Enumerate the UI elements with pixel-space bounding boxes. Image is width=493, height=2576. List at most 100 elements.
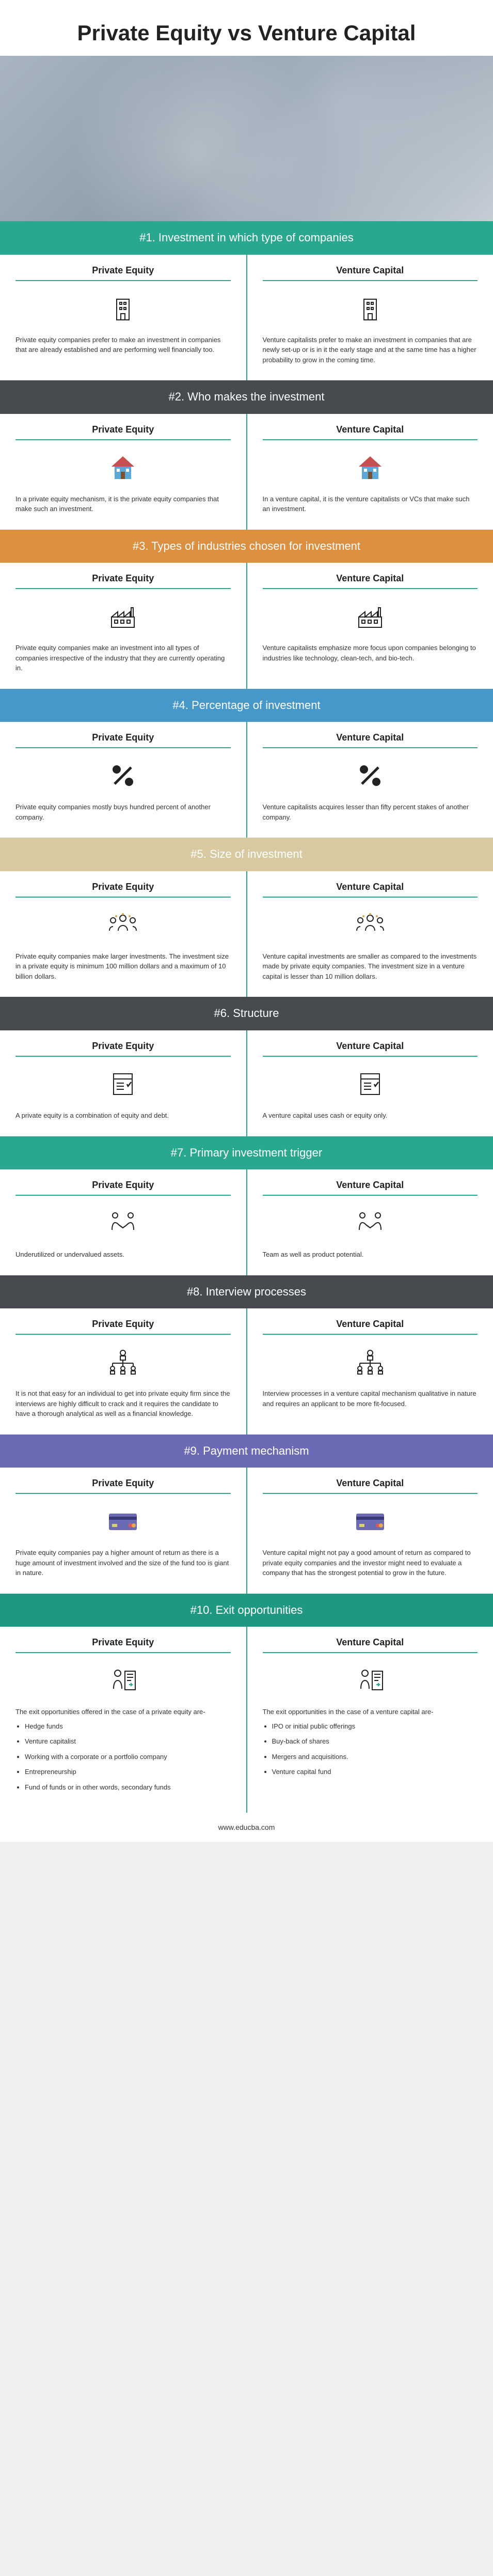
col-left-header: Private Equity — [15, 1637, 231, 1653]
list-item: Hedge funds — [25, 1721, 231, 1732]
col-right-header: Venture Capital — [263, 1041, 478, 1057]
col-right: Venture Capital The exit opportunities i… — [247, 1627, 493, 1813]
col-left: Private Equity Private equity companies … — [0, 1468, 247, 1594]
footer-url: www.educba.com — [0, 1813, 493, 1842]
hierarchy-icon — [15, 1344, 231, 1380]
col-right-text: Venture capital might not pay a good amo… — [263, 1548, 478, 1578]
exit-icon — [15, 1662, 231, 1699]
col-right: Venture Capital In a venture capital, it… — [247, 414, 493, 530]
document-icon — [15, 1066, 231, 1102]
comparison-row-9: Private Equity Private equity companies … — [0, 1468, 493, 1594]
col-left-header: Private Equity — [15, 1180, 231, 1196]
col-right-text: A venture capital uses cash or equity on… — [263, 1110, 478, 1121]
col-right-text: Venture capital investments are smaller … — [263, 951, 478, 982]
section-header-4: #4. Percentage of investment — [0, 689, 493, 722]
col-right-text: The exit opportunities in the case of a … — [263, 1707, 478, 1777]
section-header-2: #2. Who makes the investment — [0, 380, 493, 414]
col-right-text: Interview processes in a venture capital… — [263, 1389, 478, 1409]
infographic-container: Private Equity vs Venture Capital #1. In… — [0, 0, 493, 1842]
col-left-header: Private Equity — [15, 882, 231, 898]
col-right: Venture Capital Venture capital investme… — [247, 871, 493, 997]
col-left-text: In a private equity mechanism, it is the… — [15, 494, 231, 514]
factory-icon — [15, 598, 231, 635]
col-left-text: Private equity companies make an investm… — [15, 643, 231, 673]
col-left: Private Equity Private equity companies … — [0, 871, 247, 997]
list-item: Entrepreneurship — [25, 1767, 231, 1777]
section-header-8: #8. Interview processes — [0, 1275, 493, 1309]
col-right: Venture Capital Venture capitalists emph… — [247, 563, 493, 689]
building-icon — [263, 290, 478, 327]
col-left: Private Equity Private equity companies … — [0, 563, 247, 689]
col-left-text: A private equity is a combination of equ… — [15, 1110, 231, 1121]
col-left-text: It is not that easy for an individual to… — [15, 1389, 231, 1419]
comparison-row-1: Private Equity Private equity companies … — [0, 255, 493, 381]
col-left-header: Private Equity — [15, 732, 231, 748]
card-icon — [263, 1503, 478, 1539]
col-right-text: Team as well as product potential. — [263, 1250, 478, 1260]
col-right: Venture Capital Venture capitalists acqu… — [247, 722, 493, 838]
percent-icon — [15, 758, 231, 794]
col-right-header: Venture Capital — [263, 1637, 478, 1653]
col-left-text: The exit opportunities offered in the ca… — [15, 1707, 231, 1792]
section-header-5: #5. Size of investment — [0, 838, 493, 871]
handshake-icon — [263, 1205, 478, 1241]
col-right-header: Venture Capital — [263, 882, 478, 898]
house-icon — [15, 450, 231, 486]
col-right-text: In a venture capital, it is the venture … — [263, 494, 478, 514]
col-right: Venture Capital Interview processes in a… — [247, 1308, 493, 1434]
exit-icon — [263, 1662, 478, 1699]
comparison-row-8: Private Equity It is not that easy for a… — [0, 1308, 493, 1434]
col-right: Venture Capital Venture capital might no… — [247, 1468, 493, 1594]
col-left-header: Private Equity — [15, 1319, 231, 1335]
comparison-row-5: Private Equity Private equity companies … — [0, 871, 493, 997]
col-right-header: Venture Capital — [263, 265, 478, 281]
col-left-header: Private Equity — [15, 1041, 231, 1057]
col-right-header: Venture Capital — [263, 1180, 478, 1196]
section-header-10: #10. Exit opportunities — [0, 1594, 493, 1627]
section-header-6: #6. Structure — [0, 997, 493, 1030]
comparison-row-3: Private Equity Private equity companies … — [0, 563, 493, 689]
col-left: Private Equity A private equity is a com… — [0, 1030, 247, 1136]
col-left-header: Private Equity — [15, 1478, 231, 1494]
hero-image — [0, 56, 493, 221]
hero-overlay — [0, 56, 493, 221]
section-header-7: #7. Primary investment trigger — [0, 1136, 493, 1170]
card-icon — [15, 1503, 231, 1539]
col-right-header: Venture Capital — [263, 1319, 478, 1335]
main-title: Private Equity vs Venture Capital — [0, 0, 493, 56]
col-right-text: Venture capitalists emphasize more focus… — [263, 643, 478, 663]
document-icon — [263, 1066, 478, 1102]
col-right-header: Venture Capital — [263, 424, 478, 440]
hierarchy-icon — [263, 1344, 478, 1380]
col-right-header: Venture Capital — [263, 573, 478, 589]
section-header-1: #1. Investment in which type of companie… — [0, 221, 493, 255]
handshake-icon — [15, 1205, 231, 1241]
col-left: Private Equity The exit opportunities of… — [0, 1627, 247, 1813]
col-left-header: Private Equity — [15, 424, 231, 440]
section-header-3: #3. Types of industries chosen for inves… — [0, 530, 493, 563]
list-item: Working with a corporate or a portfolio … — [25, 1752, 231, 1762]
col-left: Private Equity Private equity companies … — [0, 255, 247, 381]
comparison-row-7: Private Equity Underutilized or underval… — [0, 1169, 493, 1275]
building-icon — [15, 290, 231, 327]
col-left-text: Private equity companies mostly buys hun… — [15, 802, 231, 822]
col-left-header: Private Equity — [15, 265, 231, 281]
people-icon — [15, 907, 231, 943]
people-icon — [263, 907, 478, 943]
list-item: Buy-back of shares — [272, 1736, 478, 1747]
col-right: Venture Capital Venture capitalists pref… — [247, 255, 493, 381]
col-right: Venture Capital A venture capital uses c… — [247, 1030, 493, 1136]
comparison-row-2: Private Equity In a private equity mecha… — [0, 414, 493, 530]
col-left: Private Equity Private equity companies … — [0, 722, 247, 838]
list-item: Mergers and acquisitions. — [272, 1752, 478, 1762]
col-right-text: Venture capitalists acquires lesser than… — [263, 802, 478, 822]
comparison-row-4: Private Equity Private equity companies … — [0, 722, 493, 838]
col-right-header: Venture Capital — [263, 732, 478, 748]
col-left-header: Private Equity — [15, 573, 231, 589]
col-left-text: Underutilized or undervalued assets. — [15, 1250, 231, 1260]
percent-icon — [263, 758, 478, 794]
col-right-header: Venture Capital — [263, 1478, 478, 1494]
col-left: Private Equity Underutilized or underval… — [0, 1169, 247, 1275]
sections-wrapper: #1. Investment in which type of companie… — [0, 221, 493, 1813]
col-left-text: Private equity companies prefer to make … — [15, 335, 231, 355]
